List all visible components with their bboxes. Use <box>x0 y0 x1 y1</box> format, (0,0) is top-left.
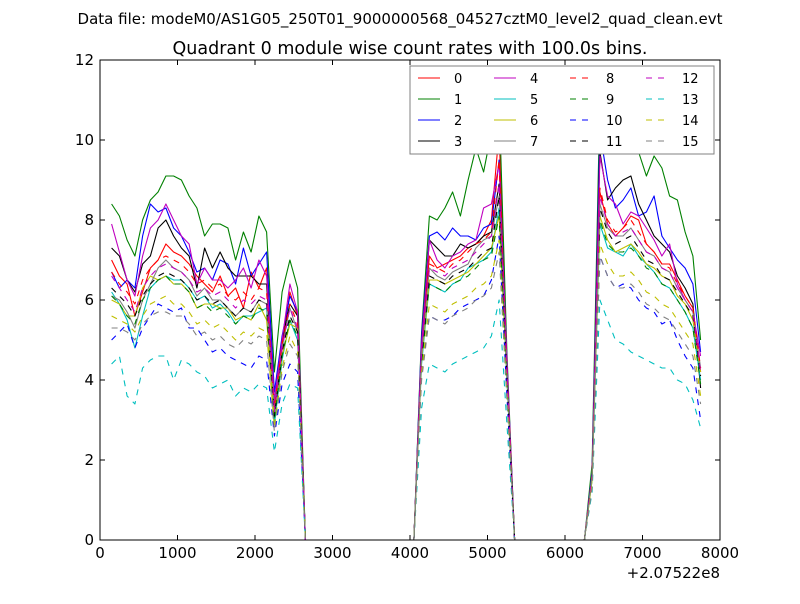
legend-frame <box>409 65 715 155</box>
series-11-line-segment-2 <box>583 207 702 541</box>
series-layer <box>111 99 702 541</box>
series-8 <box>111 159 702 541</box>
chart-title: Quadrant 0 module wise count rates with … <box>173 39 648 59</box>
series-4 <box>111 155 702 541</box>
y-tick-label: 12 <box>75 51 94 69</box>
y-tick-label: 8 <box>84 211 94 229</box>
series-12-line-segment-1 <box>413 183 516 541</box>
y-tick-label: 10 <box>75 131 94 149</box>
series-8-line-segment-2 <box>583 187 702 541</box>
y-tick-label: 0 <box>84 531 94 549</box>
x-tick-label: 6000 <box>546 544 584 562</box>
series-14-line-segment-0 <box>111 295 306 541</box>
legend-entry-15: 15 <box>646 135 699 150</box>
legend-label: 15 <box>682 135 699 150</box>
series-12 <box>111 183 702 541</box>
series-2-line-segment-2 <box>583 131 702 541</box>
legend-entry-9: 9 <box>570 93 614 108</box>
x-tick-label: 3000 <box>313 544 351 562</box>
series-10-line-segment-2 <box>583 255 702 541</box>
series-11-line-segment-1 <box>413 195 516 541</box>
x-tick-label: 0 <box>95 544 105 562</box>
legend-entry-7: 7 <box>494 135 538 150</box>
series-5-line-segment-2 <box>583 223 702 541</box>
x-axis: 0 1000 2000 3000 4000 5000 6000 7000 8000 <box>95 60 739 562</box>
legend-label: 5 <box>530 93 538 108</box>
series-10-line-segment-0 <box>111 303 306 541</box>
x-tick-label: 8000 <box>701 544 739 562</box>
legend-entry-3: 3 <box>418 135 462 150</box>
series-11-line-segment-0 <box>111 271 306 541</box>
series-8-line-segment-0 <box>111 255 306 541</box>
series-10-line-segment-1 <box>413 235 516 541</box>
legend-label: 4 <box>530 72 538 87</box>
legend-label: 2 <box>454 114 462 129</box>
series-7-line-segment-2 <box>583 203 702 541</box>
series-6-line-segment-2 <box>583 215 702 541</box>
legend-label: 8 <box>606 72 614 87</box>
legend-label: 1 <box>454 93 462 108</box>
series-13-line-segment-0 <box>111 355 306 541</box>
series-11 <box>111 195 702 541</box>
legend-label: 12 <box>682 72 699 87</box>
series-15-line-segment-1 <box>413 251 516 541</box>
series-13-line-segment-2 <box>583 299 702 541</box>
legend-label: 9 <box>606 93 614 108</box>
legend-entry-4: 4 <box>494 72 538 87</box>
series-4-line-segment-2 <box>583 155 702 541</box>
series-13 <box>111 299 702 541</box>
series-10 <box>111 235 702 541</box>
series-14 <box>111 239 702 541</box>
series-14-line-segment-1 <box>413 239 516 541</box>
series-13-line-segment-1 <box>413 299 516 541</box>
y-tick-label: 2 <box>84 451 94 469</box>
x-tick-label: 5000 <box>468 544 506 562</box>
legend-label: 0 <box>454 72 462 87</box>
series-9-line-segment-1 <box>413 215 516 541</box>
series-4-line-segment-0 <box>111 203 306 541</box>
x-tick-label: 2000 <box>236 544 274 562</box>
legend-entry-0: 0 <box>418 72 462 87</box>
series-15-line-segment-2 <box>583 255 702 541</box>
x-tick-label: 7000 <box>623 544 661 562</box>
legend-entry-14: 14 <box>646 114 699 129</box>
series-15-line-segment-0 <box>111 311 306 541</box>
x-tick-label: 1000 <box>158 544 196 562</box>
legend-entry-2: 2 <box>418 114 462 129</box>
x-tick-label: 4000 <box>391 544 429 562</box>
legend-entry-8: 8 <box>570 72 614 87</box>
series-15 <box>111 251 702 541</box>
legend-label: 11 <box>606 135 623 150</box>
x-axis-offset-label: +2.07522e8 <box>627 564 720 582</box>
legend-label: 3 <box>454 135 462 150</box>
figure-suptitle: Data file: modeM0/AS1G05_250T01_90000005… <box>78 10 723 29</box>
legend-entry-5: 5 <box>494 93 538 108</box>
series-8-line-segment-1 <box>413 159 516 541</box>
y-tick-label: 4 <box>84 371 94 389</box>
legend-entry-1: 1 <box>418 93 462 108</box>
y-tick-label: 6 <box>84 291 94 309</box>
legend-entry-6: 6 <box>494 114 538 129</box>
series-4-line-segment-1 <box>413 163 516 541</box>
legend-entry-11: 11 <box>570 135 623 150</box>
legend-label: 7 <box>530 135 538 150</box>
legend-label: 6 <box>530 114 538 129</box>
legend-entry-13: 13 <box>646 93 699 108</box>
series-0-line-segment-2 <box>583 191 702 541</box>
legend-entry-10: 10 <box>570 114 623 129</box>
legend-entry-12: 12 <box>646 72 699 87</box>
legend-label: 10 <box>606 114 623 129</box>
series-1-line-segment-0 <box>111 175 306 541</box>
series-12-line-segment-0 <box>111 263 306 541</box>
legend-label: 13 <box>682 93 699 108</box>
series-6-line-segment-1 <box>413 215 516 541</box>
series-14-line-segment-2 <box>583 243 702 541</box>
legend-label: 14 <box>682 114 699 129</box>
